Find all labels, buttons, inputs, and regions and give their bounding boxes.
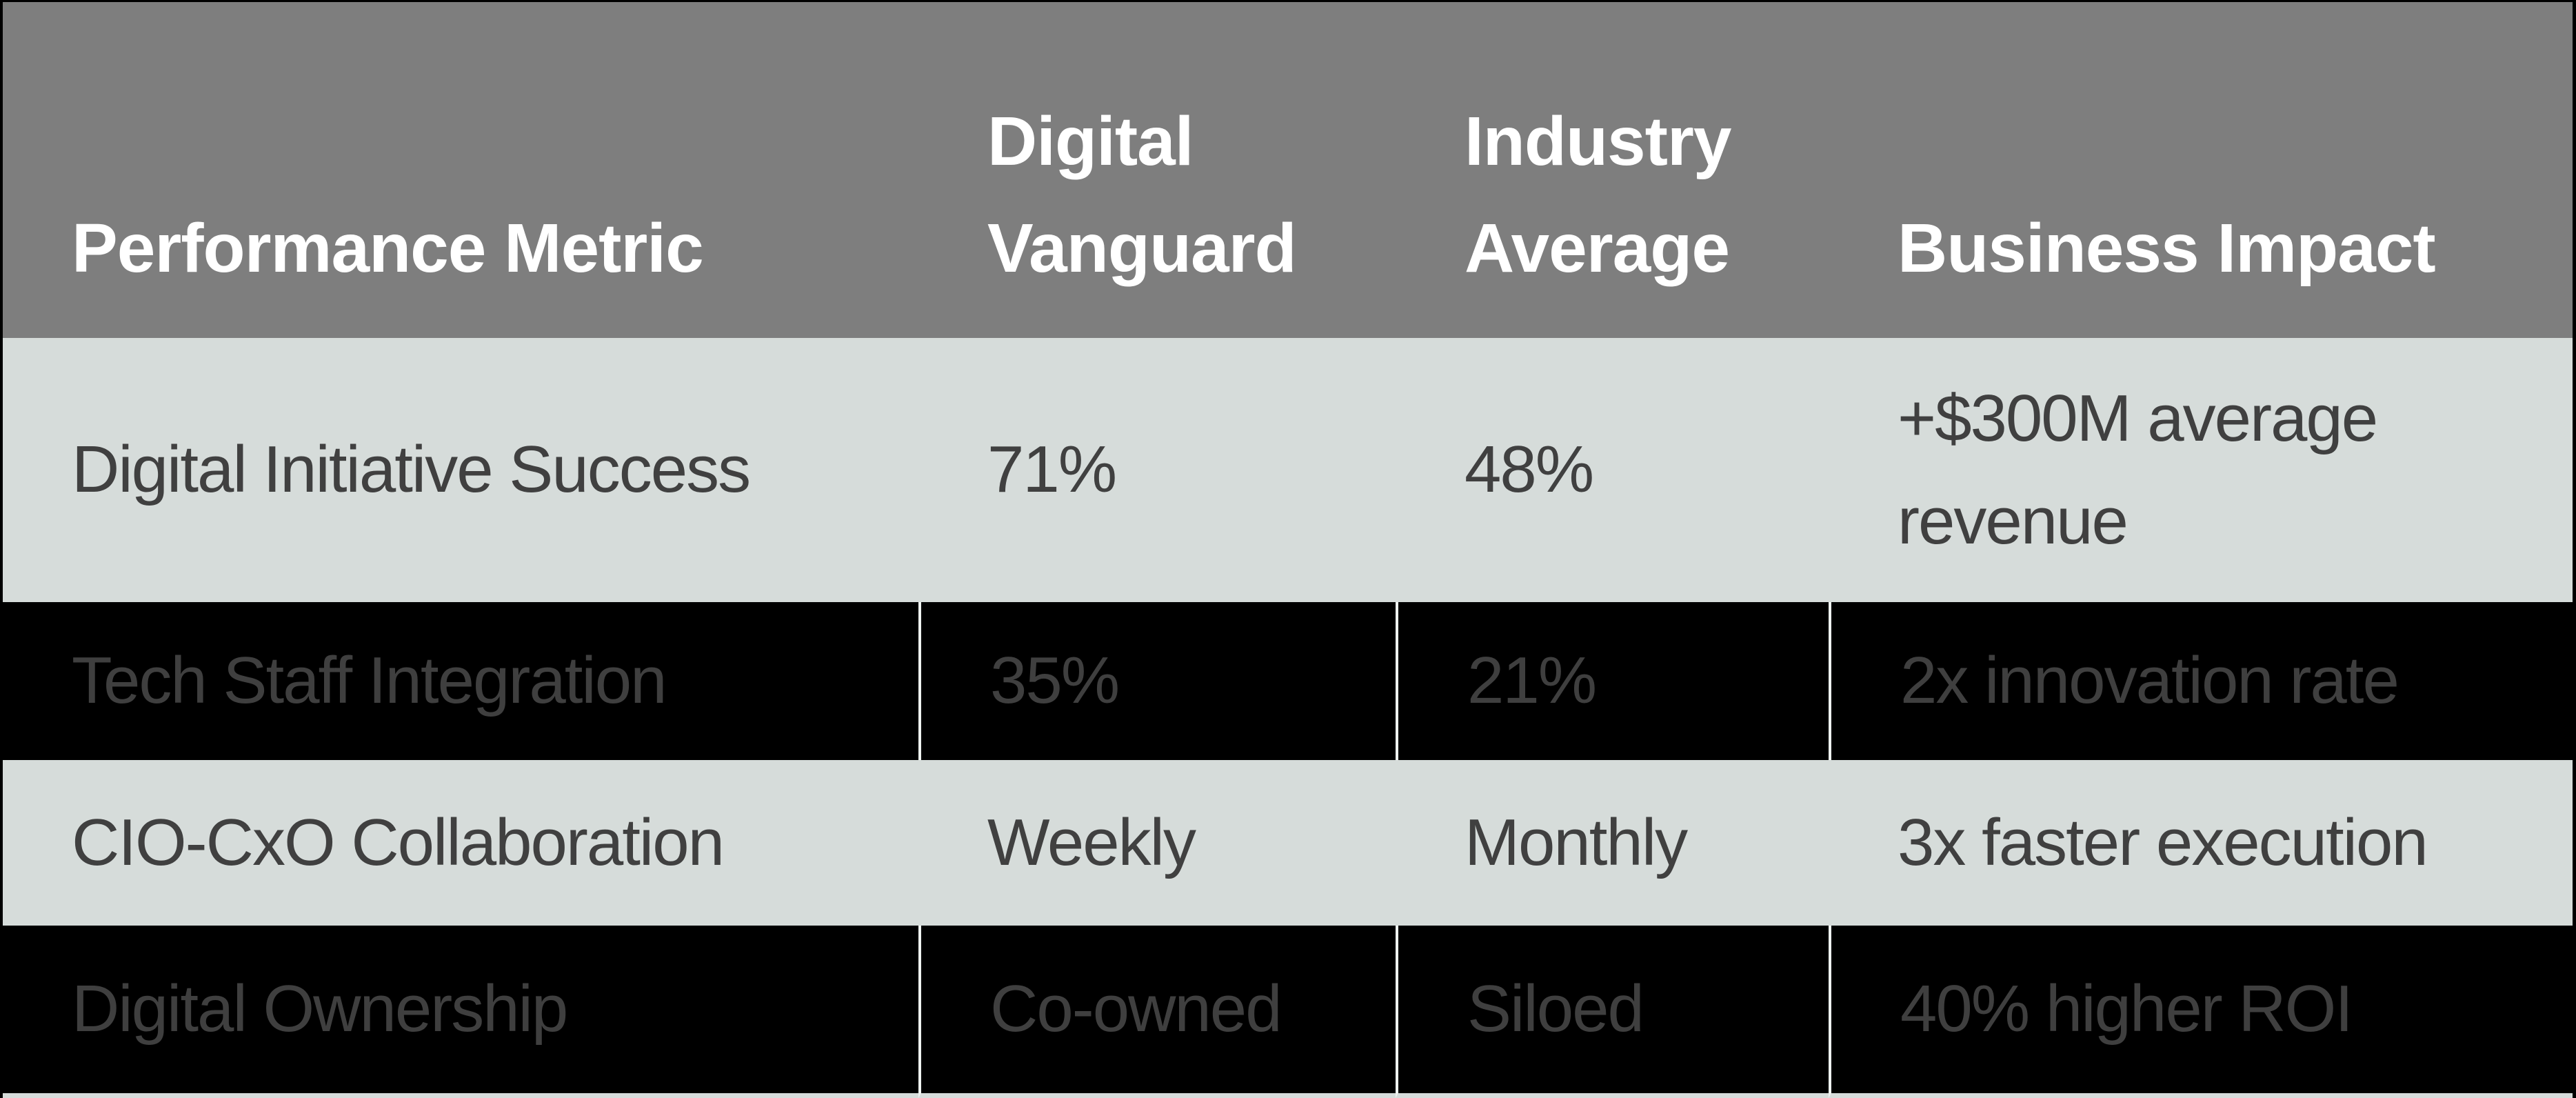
cell-text: 40% higher ROI — [1900, 972, 2353, 1046]
cell-text: 21% — [1467, 643, 1597, 718]
table-row-digital-ownership: Digital Ownership Co-owned Siloed 40% hi… — [3, 926, 2573, 1098]
header-cell-digital-vanguard: Digital Vanguard — [918, 2, 1396, 338]
cell-text: Tech Staff Integration — [72, 643, 667, 718]
cell-industry-value: Monthly — [1396, 760, 1829, 926]
cell-text: 35% — [990, 643, 1120, 718]
header-label: Industry Average — [1465, 103, 1731, 287]
cell-industry-value: 48% — [1396, 338, 1829, 602]
header-label: Digital Vanguard — [987, 103, 1297, 287]
cell-text: 3x faster execution — [1898, 805, 2428, 879]
table-row-tech-staff-integration: Tech Staff Integration 35% 21% 2x innova… — [3, 602, 2573, 760]
cell-metric: CIO-CxO Collaboration — [3, 760, 918, 926]
cell-industry-value: 21% — [1396, 602, 1829, 760]
cell-impact: 40% higher ROI — [1829, 926, 2573, 1098]
cell-vanguard-value: 71% — [918, 338, 1396, 602]
header-label: Performance Metric — [72, 210, 704, 287]
cell-metric: Tech Staff Integration — [3, 602, 918, 760]
table-row-digital-initiative-success: Digital Initiative Success 71% 48% +$300… — [3, 338, 2573, 602]
table-header-row: Performance Metric Digital Vanguard Indu… — [3, 2, 2573, 338]
cell-text: +$300M average revenue — [1898, 381, 2378, 558]
cell-text: Digital Ownership — [72, 972, 568, 1046]
cell-metric: Digital Ownership — [3, 926, 918, 1098]
cell-text: CIO-CxO Collaboration — [72, 805, 725, 879]
cell-impact: 2x innovation rate — [1829, 602, 2573, 760]
cell-impact: +$300M average revenue — [1829, 338, 2573, 602]
cell-text: Co-owned — [990, 972, 1282, 1046]
header-cell-industry-average: Industry Average — [1396, 2, 1829, 338]
cell-metric: Digital Initiative Success — [3, 338, 918, 602]
cell-vanguard-value: Weekly — [918, 760, 1396, 926]
header-label: Business Impact — [1898, 210, 2436, 287]
cell-vanguard-value: Co-owned — [918, 926, 1396, 1098]
cell-text: Digital Initiative Success — [72, 432, 751, 507]
cell-text: Siloed — [1467, 972, 1644, 1046]
cell-text: Weekly — [987, 805, 1196, 879]
cell-text: Monthly — [1465, 805, 1688, 879]
cell-industry-value: Siloed — [1396, 926, 1829, 1098]
cell-vanguard-value: 35% — [918, 602, 1396, 760]
cell-text: 71% — [987, 432, 1117, 507]
cell-impact: 3x faster execution — [1829, 760, 2573, 926]
cell-text: 2x innovation rate — [1900, 643, 2399, 718]
table-row-cio-cxo-collaboration: CIO-CxO Collaboration Weekly Monthly 3x … — [3, 760, 2573, 926]
header-cell-performance-metric: Performance Metric — [3, 2, 918, 338]
header-cell-business-impact: Business Impact — [1829, 2, 2573, 338]
performance-metrics-table: Performance Metric Digital Vanguard Indu… — [3, 2, 2573, 1098]
cell-text: 48% — [1465, 432, 1594, 507]
